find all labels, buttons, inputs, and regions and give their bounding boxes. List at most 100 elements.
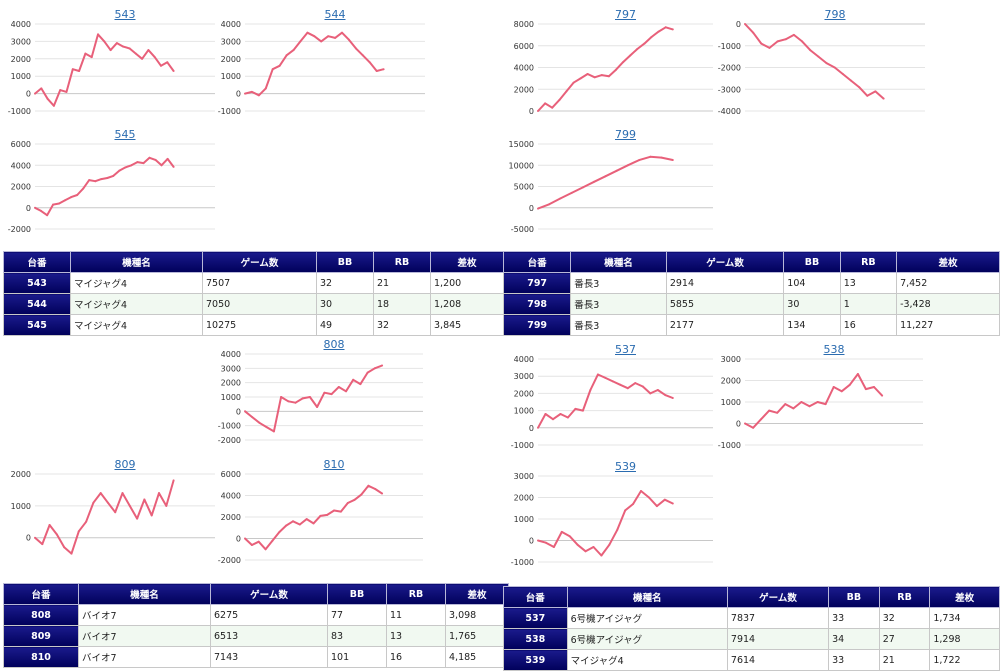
table-header-row: 台番 機種名 ゲーム数 BB RB 差枚 [503,586,1000,608]
data-point [649,155,652,158]
table-cell: 5855 [665,293,785,315]
data-point [615,169,618,172]
y-tick-label: 4000 [11,20,31,29]
data-point [800,401,803,403]
machine-number: 537 [503,607,568,629]
table-cell: バイオ7 [78,625,211,647]
data-point [551,106,554,109]
data-point [792,407,795,410]
data-point [856,373,859,375]
data-point [327,35,330,38]
table-cell: 21 [878,649,931,671]
data-point [76,194,79,196]
data-point [292,520,294,523]
data-point [776,40,779,43]
chart-title-link[interactable]: 539 [615,460,636,473]
data-point [347,38,350,41]
y-tick-label: 0 [26,534,31,543]
data-point [840,390,843,393]
data-point [584,550,587,553]
series-line [537,490,674,557]
chart-title-link[interactable]: 808 [323,338,345,351]
data-point [657,30,660,33]
column-header: ゲーム数 [726,586,830,608]
chart-title-link[interactable]: 545 [114,128,136,141]
data-point [326,513,329,516]
chart-797: 797 0 2000 4000 6000 8000 [514,8,713,116]
data-point [882,97,885,100]
y-tick-label: 4000 [514,355,534,364]
data-point [622,61,625,64]
data-point [776,411,779,414]
data-point [345,390,347,393]
chart-title-link[interactable]: 799 [615,128,636,141]
table-cell: 1,208 [430,293,504,315]
chart-title-link[interactable]: 797 [615,8,636,21]
data-point [744,422,746,425]
y-tick-label: 1000 [514,515,534,524]
y-tick-label: 1000 [514,407,534,416]
data-point [103,40,106,43]
table-cell: マイジャグ4 [70,272,203,294]
y-tick-label: 2000 [221,55,241,64]
y-tick-label: 0 [529,424,534,433]
data-point [808,405,811,408]
table-cell: 7914 [726,628,830,650]
chart-810: 810 -2000 0 2000 4000 6000 [218,458,423,565]
data-point [71,68,74,71]
chart-title-link[interactable]: 544 [324,8,346,21]
data-point [136,517,139,520]
data-point [121,492,124,495]
data-point [560,530,563,533]
data-point [592,546,595,548]
table-cell: 32 [373,314,431,336]
data-point [608,543,611,546]
data-point [752,31,755,34]
data-point [671,397,674,399]
table-row: 545 マイジャグ4 10275 49 32 3,845 [3,314,504,336]
line-chart-svg: -1000 0 1000 2000 3000 4000 [511,355,713,450]
chart-title-link[interactable]: 798 [824,8,846,21]
data-point [593,76,596,79]
table-cell: マイジャグ4 [70,314,203,336]
data-point [298,523,301,526]
table-cell: 33 [828,607,880,629]
data-point [55,533,58,536]
chart-title-link[interactable]: 537 [615,343,636,356]
table-cell: 33 [828,649,880,671]
data-point [78,70,81,72]
data-point [373,367,376,370]
table-cell: 21 [373,272,431,294]
data-point [118,169,121,172]
y-tick-label: -1000 [8,107,31,116]
table-cell: 7507 [202,272,317,294]
data-point [537,426,539,429]
chart-543: 543 -1000 0 1000 2000 3000 4000 [8,8,215,116]
table-cell: 11 [386,604,446,626]
y-tick-label: 3000 [221,37,241,46]
column-header: RB [878,586,931,608]
data-point [301,397,304,400]
data-point [600,554,603,557]
chart-539: 539 -1000 0 1000 2000 3000 [511,460,713,567]
y-tick-label: 1000 [11,72,31,81]
chart-title-link[interactable]: 543 [114,8,136,21]
data-point [271,539,274,542]
table-cell: -3,428 [896,293,1000,315]
line-chart-svg: -1000 0 1000 2000 3000 [718,355,923,450]
data-point [382,68,385,71]
data-point [361,54,364,57]
data-point [34,536,36,539]
data-point [292,49,295,52]
y-tick-label: 6000 [221,470,241,479]
table-cell: 7050 [202,293,317,315]
chart-title-link[interactable]: 810 [323,458,345,471]
data-point [624,509,627,512]
series-line [537,155,674,210]
data-point [579,77,582,80]
data-point [251,416,254,419]
data-point [97,33,99,36]
machine-number: 544 [3,293,71,315]
chart-title-link[interactable]: 538 [823,343,845,356]
chart-title-link[interactable]: 809 [114,458,136,471]
